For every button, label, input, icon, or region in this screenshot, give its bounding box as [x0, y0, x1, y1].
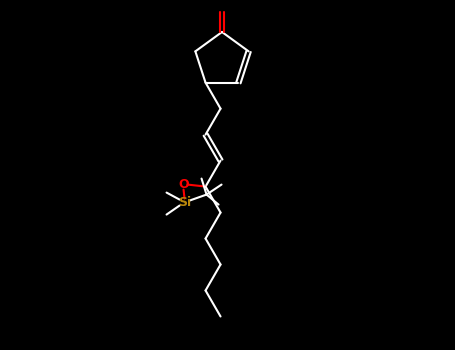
- Text: O: O: [178, 178, 189, 191]
- Text: Si: Si: [178, 196, 191, 209]
